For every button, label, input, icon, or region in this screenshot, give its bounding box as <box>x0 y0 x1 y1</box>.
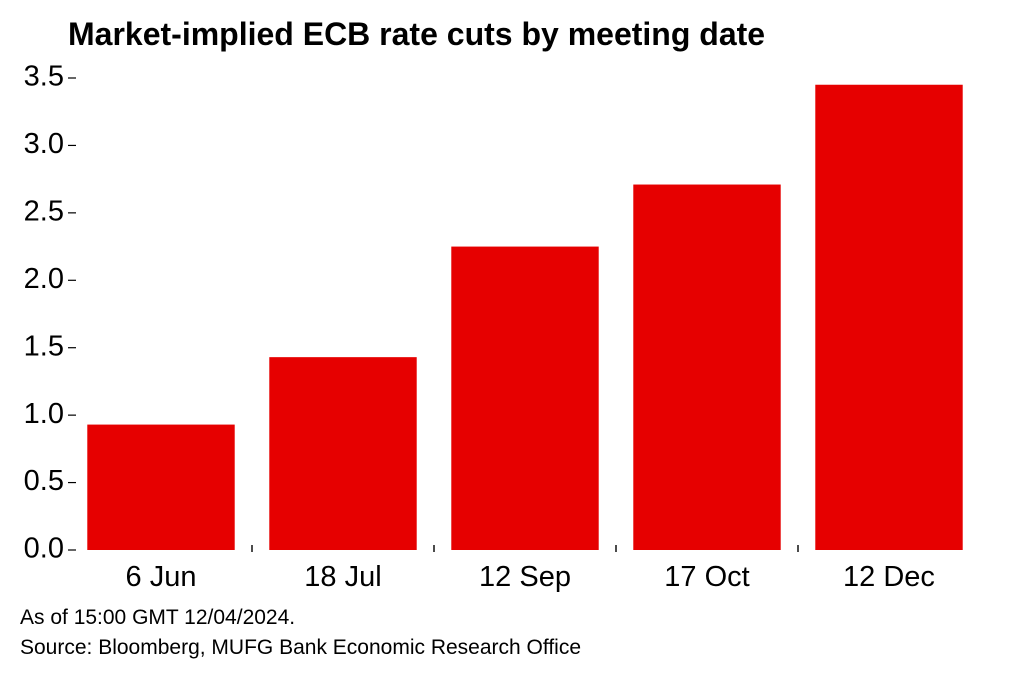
y-tick-label: 1.5 <box>24 330 64 362</box>
x-tick-label: 12 Dec <box>843 561 935 593</box>
y-axis: 0.0 0.5 1.0 1.5 2.0 2.5 3.0 3.5 <box>24 61 76 565</box>
y-tick-label: 2.0 <box>24 263 64 295</box>
bar-17-oct <box>633 184 781 550</box>
bar-18-jul <box>269 357 417 550</box>
x-tick-label: 17 Oct <box>664 561 749 593</box>
x-tick-label: 6 Jun <box>126 561 197 593</box>
x-axis: 6 Jun 18 Jul 12 Sep 17 Oct 12 Dec <box>126 545 935 593</box>
x-tick-label: 12 Sep <box>479 561 571 593</box>
y-tick-label: 3.0 <box>24 128 64 160</box>
y-tick-label: 2.5 <box>24 196 64 228</box>
source-note: Source: Bloomberg, MUFG Bank Economic Re… <box>20 636 582 659</box>
bar-12-sep <box>451 246 599 551</box>
bar-12-dec <box>815 84 963 550</box>
y-tick-label: 1.0 <box>24 398 64 430</box>
as-of-note: As of 15:00 GMT 12/04/2024. <box>20 606 296 629</box>
y-tick-label: 0.5 <box>24 465 64 497</box>
bars <box>87 84 963 551</box>
y-tick-label: 3.5 <box>24 61 64 93</box>
bar-6-jun <box>87 424 235 550</box>
chart-title: Market-implied ECB rate cuts by meeting … <box>68 16 766 52</box>
y-tick-label: 0.0 <box>24 533 64 565</box>
x-tick-label: 18 Jul <box>304 561 381 593</box>
bar-chart: 0.0 0.5 1.0 1.5 2.0 2.5 3.0 3.5 6 Jun 18 Jul 12 S… <box>24 61 963 593</box>
